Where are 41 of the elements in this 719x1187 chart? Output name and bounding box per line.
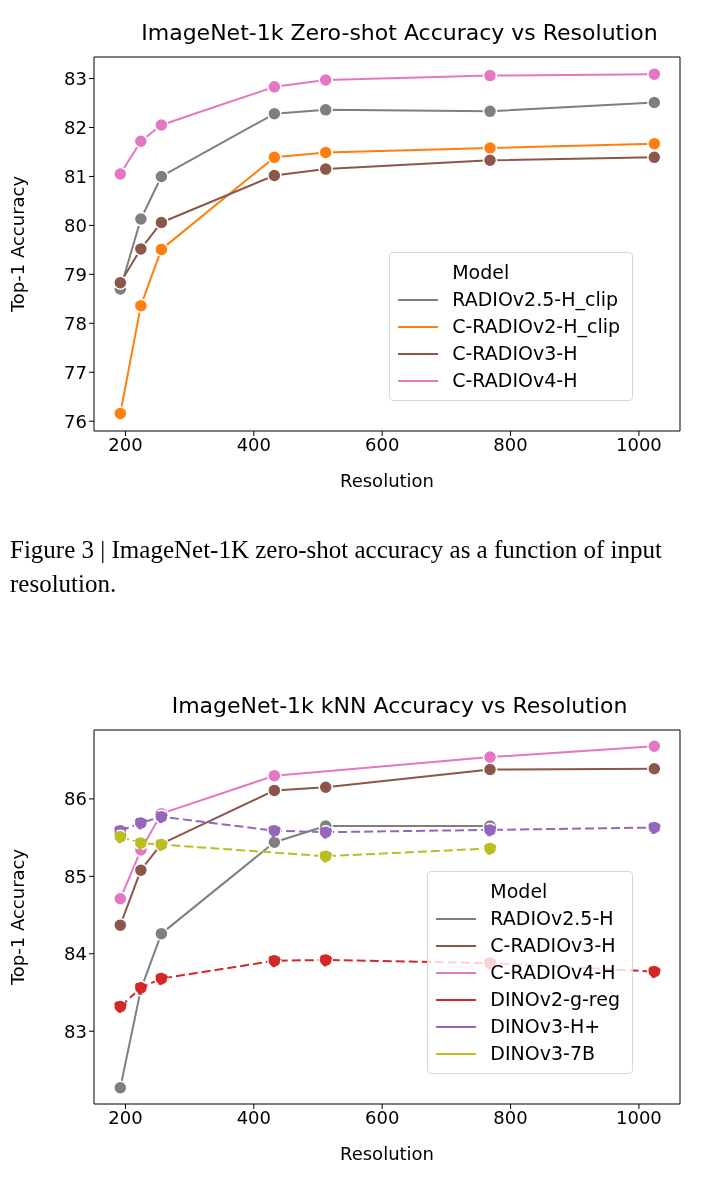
legend-label: RADIOv2.5-H_clip <box>452 287 619 313</box>
x-tick-label: 400 <box>236 1106 271 1128</box>
x-tick-label: 1000 <box>616 433 662 455</box>
legend-title: Model <box>451 260 511 285</box>
y-tick-label: 85 <box>64 865 87 887</box>
x-tick-label: 1000 <box>616 1106 662 1128</box>
y-tick-label: 76 <box>64 410 87 432</box>
legend-label: RADIOv2.5-H <box>490 906 614 931</box>
y-tick-label: 79 <box>64 263 87 285</box>
legend-title: Model <box>489 879 549 904</box>
x-tick-label: 600 <box>365 1106 400 1128</box>
legend-label: DINOv3-H+ <box>490 1014 601 1039</box>
caption: Figure 3 | ImageNet-1K zero-shot accuracy as a function of input resolution. <box>9 535 663 599</box>
y-tick-label: 80 <box>64 214 87 236</box>
x-axis-title: Resolution <box>339 1143 435 1164</box>
legend-label: C-RADIOv3-H <box>490 933 616 958</box>
legend-label: DINOv2-g-reg <box>490 987 620 1012</box>
y-tick-label: 84 <box>64 943 87 965</box>
x-tick-label: 200 <box>108 1106 143 1128</box>
x-tick-label: 400 <box>236 433 271 455</box>
y-tick-label: 82 <box>64 116 87 138</box>
chart-title: ImageNet-1k kNN Accuracy vs Resolution <box>170 692 629 720</box>
legend-label: C-RADIOv3-H <box>452 341 578 366</box>
legend-label: C-RADIOv4-H <box>490 960 616 985</box>
y-axis-title: Top-1 Accuracy <box>7 175 29 314</box>
y-tick-label: 83 <box>64 1020 87 1042</box>
legend-label: C-RADIOv2-H_clip <box>452 314 620 340</box>
legend-label: DINOv3-7B <box>490 1041 596 1066</box>
x-tick-label: 800 <box>493 1106 528 1128</box>
chart-title: ImageNet-1k Zero-shot Accuracy vs Resolution <box>140 19 659 47</box>
x-axis-title: Resolution <box>339 470 435 491</box>
x-tick-label: 200 <box>108 433 143 455</box>
x-tick-label: 600 <box>365 433 400 455</box>
y-tick-label: 81 <box>64 165 87 187</box>
y-tick-label: 83 <box>64 67 87 89</box>
y-tick-label: 77 <box>64 361 87 383</box>
x-tick-label: 800 <box>493 433 528 455</box>
legend-label: C-RADIOv4-H <box>452 368 578 393</box>
y-tick-label: 86 <box>64 788 87 810</box>
y-tick-label: 78 <box>64 312 87 334</box>
y-axis-title: Top-1 Accuracy <box>7 848 29 987</box>
